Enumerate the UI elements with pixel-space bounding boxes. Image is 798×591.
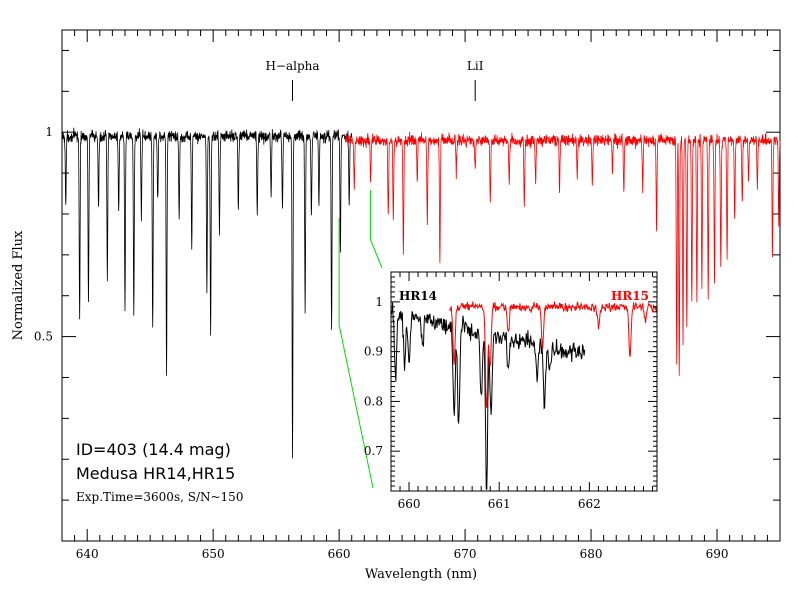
inset-x-tick-label: 661: [488, 497, 511, 511]
inset-plot: 660 661 662 0.7 0.8 0.9 1 HR14 HR15: [364, 271, 658, 511]
main-y-axis: 0.51: [34, 49, 780, 542]
x-tick-label: 680: [580, 547, 603, 561]
main-series-group: [61, 127, 781, 459]
inset-series-group: [390, 300, 658, 490]
annotation-label: LiI: [467, 59, 484, 73]
annotation-label: H−alpha: [265, 59, 319, 73]
inset-x-tick-label: 662: [578, 497, 601, 511]
x-axis-label: Wavelength (nm): [365, 567, 477, 582]
x-tick-label: 640: [76, 547, 99, 561]
inset-y-tick-label: 1: [375, 295, 383, 309]
inset-y-tick-label: 0.7: [364, 444, 383, 458]
y-axis-label: Normalized Flux: [11, 230, 26, 340]
zoom-connector: [338, 218, 374, 489]
star-id-label: ID=403 (14.4 mag): [76, 440, 231, 459]
instrument-label: Medusa HR14,HR15: [76, 464, 235, 483]
zoom-connector-lines: [338, 190, 383, 489]
inset-y-axis: 0.7 0.8 0.9 1: [364, 271, 657, 492]
inset-series-HR14: [390, 302, 586, 490]
main-plot: 640 650 660 670 680 690 0.51 H−alpha LiI Wavel…: [11, 29, 781, 582]
line-annotations: H−alpha LiI: [265, 59, 484, 101]
y-tick-label: 0.5: [34, 330, 53, 344]
main-plot-frame: [61, 29, 781, 542]
spectrum-series-1: [345, 131, 781, 376]
y-tick-label: 1: [45, 125, 53, 139]
exposure-label: Exp.Time=3600s, S/N~150: [76, 490, 243, 504]
x-tick-label: 670: [454, 547, 477, 561]
inset-x-tick-label: 660: [398, 497, 421, 511]
x-tick-label: 690: [706, 547, 729, 561]
inset-series-HR15: [449, 300, 658, 409]
x-tick-label: 650: [202, 547, 225, 561]
main-x-axis: 640 650 660 670 680 690: [61, 30, 781, 561]
spectrum-series-0: [61, 127, 353, 459]
inset-y-tick-label: 0.9: [364, 345, 383, 359]
legend-hr14: HR14: [399, 289, 437, 303]
x-tick-label: 660: [328, 547, 351, 561]
inset-x-axis: 660 661 662: [390, 272, 653, 511]
zoom-connector: [370, 190, 383, 269]
inset-y-tick-label: 0.8: [364, 394, 383, 408]
legend-hr15: HR15: [611, 289, 649, 303]
